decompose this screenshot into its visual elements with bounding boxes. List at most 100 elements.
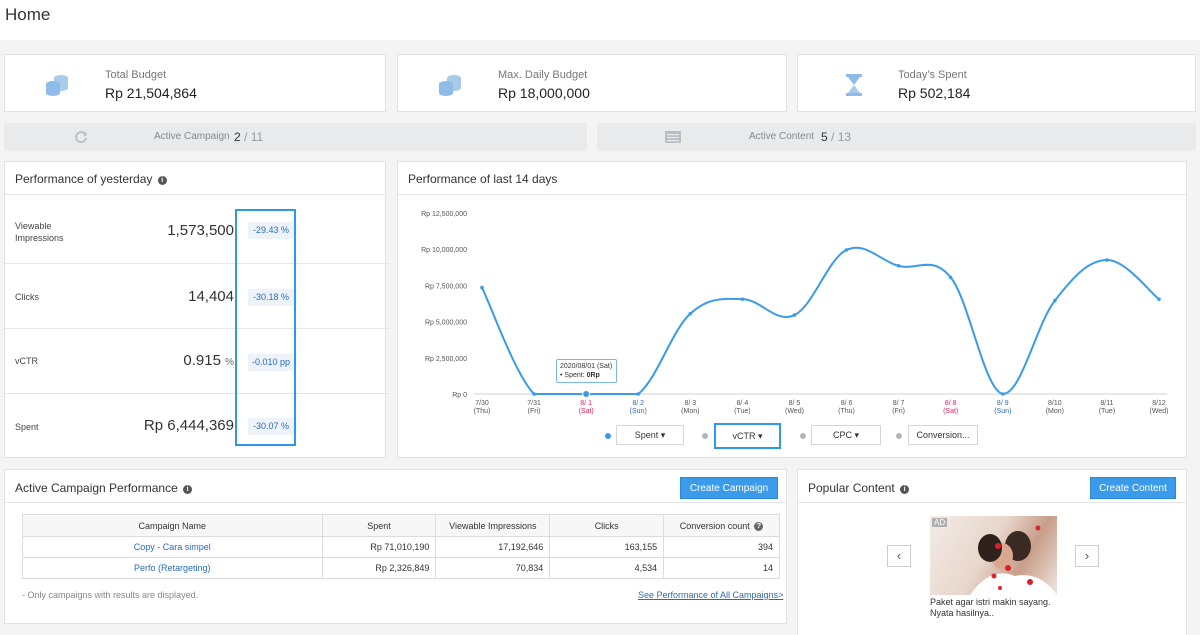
campaign-panel: Active Campaign Performance i Create Cam… [4, 469, 787, 624]
x-tick-label: 7/31 [527, 400, 541, 407]
ad-badge: AD [932, 518, 948, 527]
page-header: Home [0, 0, 1200, 40]
metric-value: Rp 6,444,369 [143, 417, 234, 434]
spent-data-point [636, 392, 641, 396]
spent-series-select[interactable]: Spent ▾ [616, 425, 684, 445]
info-icon[interactable]: i [183, 485, 193, 494]
spent-data-point [740, 297, 745, 301]
metric-row: vCTR 0.915 % -0.010 pp [5, 329, 389, 394]
y-tick-label: Rp 5,000,000 [425, 320, 467, 327]
spent-line-chart: Rp 12,500,000 Rp 10,000,000 Rp 7,500,000 Rp… [421, 211, 1168, 415]
metric-delta: -0.010 pp [248, 354, 294, 371]
hourglass-icon [846, 74, 862, 96]
x-tick-day-label: (Thu) [838, 408, 855, 415]
campaign-footnote: - Only campaigns with results are displa… [22, 590, 199, 600]
y-tick-label: Rp 7,500,000 [425, 283, 467, 290]
info-icon[interactable]: i [157, 176, 167, 185]
metric-name: Viewable Impressions [15, 221, 64, 243]
carousel-next-button[interactable]: › [1075, 545, 1099, 567]
campaign-spent: Rp 71,010,190 [321, 536, 437, 558]
spent-data-point [1053, 298, 1057, 303]
total-budget-card: Total Budget Rp 21,504,864 [4, 54, 386, 112]
spent-series-line [481, 246, 1160, 396]
couple-photo [970, 525, 1057, 595]
conversion-series-select[interactable]: Conversion... [908, 425, 978, 445]
max-daily-budget-value: Rp 18,000,000 [498, 85, 590, 101]
metric-value: 1,573,500 [167, 222, 234, 239]
active-content-bar[interactable]: Active Content 5 / 13 [597, 123, 1196, 151]
metric-row: Spent Rp 6,444,369 -30.07 % [5, 394, 389, 458]
campaign-conversions: 14 [663, 557, 780, 579]
tooltip-date: 2020/08/01 (Sat) [560, 363, 613, 370]
total-budget-value: Rp 21,504,864 [105, 85, 197, 101]
spent-data-point [896, 264, 901, 268]
y-tick-label: Rp 2,500,000 [425, 356, 467, 363]
x-tick-label: 8/ 3 [684, 400, 696, 407]
campaign-spent: Rp 2,326,849 [321, 557, 437, 579]
x-tick-day-label: (Sun) [630, 408, 647, 415]
column-header[interactable]: Campaign Name [22, 514, 323, 537]
metric-row: Viewable Impressions 1,573,500 -29.43 % [5, 196, 389, 264]
campaign-clicks: 163,155 [549, 536, 665, 558]
yesterday-title: Performance of yesterday i [15, 172, 167, 186]
todays-spent-card: Today's Spent Rp 502,184 [797, 54, 1196, 112]
spent-data-point [480, 285, 484, 290]
max-daily-budget-card: Max. Daily Budget Rp 18,000,000 [397, 54, 787, 112]
vctr-series-dot [702, 433, 708, 439]
metric-name: Clicks [15, 292, 39, 302]
column-header[interactable]: Viewable Impressions [435, 514, 551, 537]
x-tick-label: 7/30 [475, 400, 489, 407]
conversion-series-dot [896, 433, 902, 439]
x-tick-label: 8/11 [1100, 400, 1113, 407]
metric-name: Spent [15, 422, 39, 432]
active-campaign-bar[interactable]: Active Campaign 2 / 11 [4, 123, 587, 151]
spent-data-point [792, 313, 797, 317]
cpc-series-select[interactable]: CPC ▾ [811, 425, 881, 445]
campaign-header: Active Campaign Performance i [5, 470, 786, 503]
yesterday-header: Performance of yesterday i [5, 162, 385, 195]
create-campaign-button[interactable]: Create Campaign [680, 477, 778, 499]
x-tick-day-label: (Tue) [1099, 408, 1115, 415]
x-tick-day-label: (Sun) [994, 408, 1011, 415]
column-header[interactable]: Clicks [549, 514, 665, 537]
popular-header: Popular Content i [798, 470, 1186, 503]
vctr-series-select[interactable]: vCTR ▾ [714, 423, 781, 449]
campaign-title: Active Campaign Performance i [15, 481, 193, 495]
active-content-label: Active Content [749, 131, 815, 142]
y-tick-label: Rp 0 [452, 392, 467, 399]
spent-data-point [844, 248, 849, 252]
x-tick-day-label: (Thu) [474, 408, 491, 415]
metric-name: vCTR [15, 356, 38, 366]
ad-caption[interactable]: Paket agar istri makin sayang. Nyata has… [930, 597, 1051, 618]
carousel-prev-button[interactable]: ‹ [887, 545, 911, 567]
todays-spent-label: Today's Spent [898, 69, 967, 81]
campaign-name-link[interactable]: Perfo (Retargeting) [22, 557, 323, 579]
total-budget-label: Total Budget [105, 69, 167, 81]
x-tick-label: 8/ 8 [945, 400, 957, 407]
yesterday-panel: Performance of yesterday i Viewable Impr… [4, 161, 389, 458]
column-header[interactable]: Conversion count ? [663, 514, 780, 537]
column-header[interactable]: Spent [321, 514, 437, 537]
ad-thumbnail-image[interactable]: AD [930, 516, 1057, 595]
spent-data-point [582, 390, 591, 398]
x-tick-label: 8/12 [1152, 400, 1166, 407]
help-icon[interactable]: ? [754, 521, 764, 531]
info-icon[interactable]: i [900, 485, 910, 494]
active-content-value: 5 / 13 [821, 130, 852, 144]
delta-highlight-box [235, 209, 296, 446]
see-all-campaigns-link[interactable]: See Performance of All Campaigns> [638, 590, 784, 600]
campaign-clicks: 4,534 [549, 557, 665, 579]
x-tick-day-label: (Tue) [734, 408, 750, 415]
campaign-name-link[interactable]: Copy - Cara simpel [22, 536, 323, 558]
x-tick-day-label: (Sat) [943, 408, 958, 415]
metric-value: 14,404 [188, 288, 234, 305]
spent-data-point [688, 311, 693, 316]
chart-tooltip: 2020/08/01 (Sat) • Spent: 0Rp [556, 359, 617, 383]
create-content-button[interactable]: Create Content [1090, 477, 1176, 499]
campaign-table: Campaign Name Spent Viewable Impressions… [22, 514, 780, 579]
x-tick-day-label: (Fri) [892, 408, 905, 415]
spent-data-point [532, 392, 536, 396]
x-tick-day-label: (Sat) [579, 408, 594, 415]
popular-title: Popular Content i [808, 481, 910, 495]
refresh-icon [75, 131, 88, 143]
